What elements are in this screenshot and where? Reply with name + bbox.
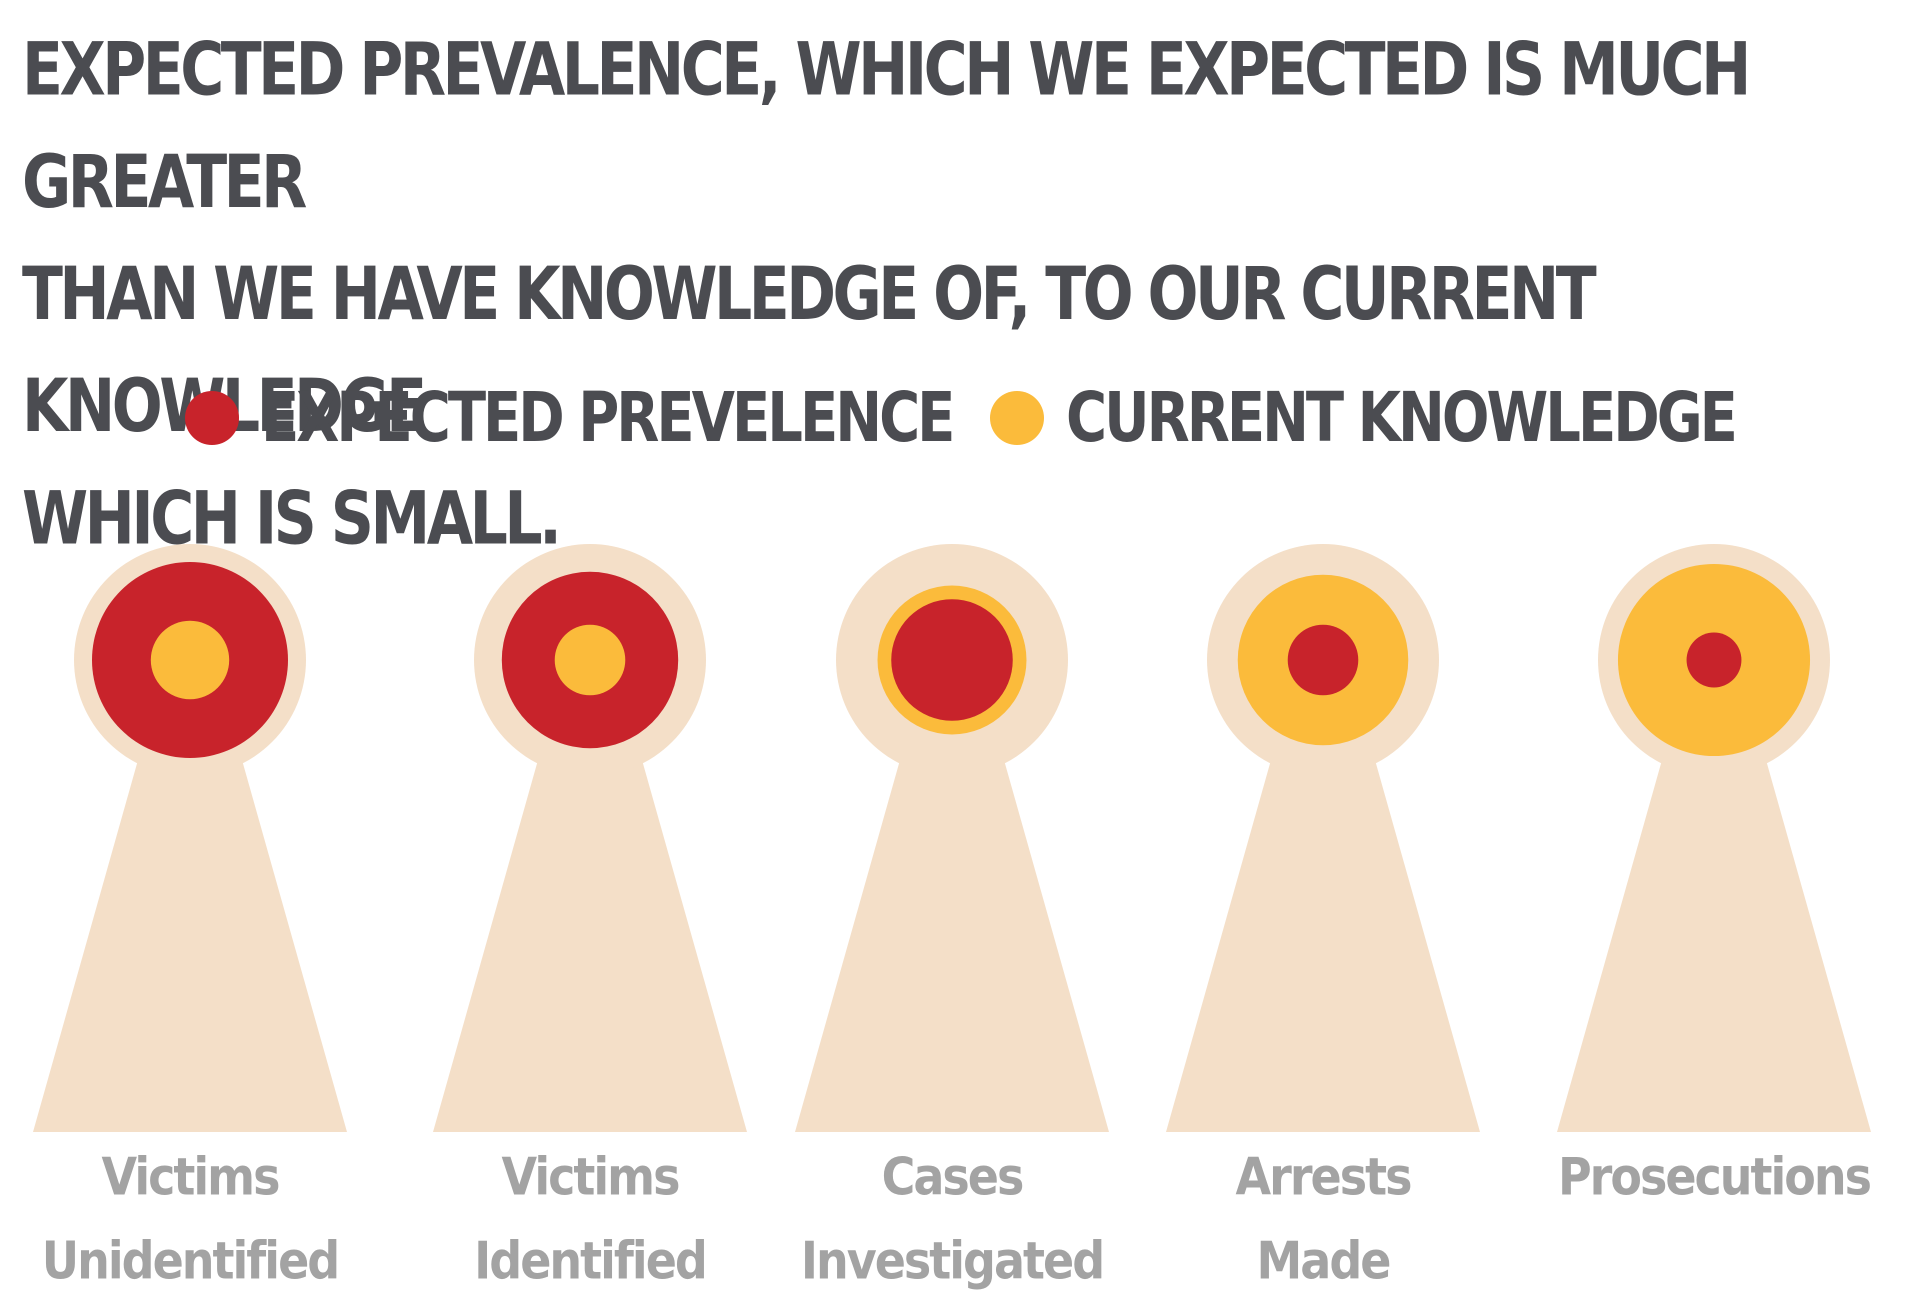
keyhole-prosecutions (1557, 544, 1871, 1132)
expected-dot-icon (185, 391, 239, 445)
headline-line-3: WHICH IS SMALL. (22, 476, 562, 562)
stage-label-victims-unidentified: Victims Unidentified (41, 1146, 340, 1291)
keyhole-body (433, 760, 747, 1132)
keyhole-body (1166, 760, 1480, 1132)
keyhole-arrests-made (1166, 544, 1480, 1132)
keyhole-cases-investigated (795, 544, 1109, 1132)
expected-circle (1686, 632, 1742, 688)
keyhole-body (1557, 760, 1871, 1132)
current-dot-icon (990, 391, 1044, 445)
stage-label-prosecutions: Prosecutions (1557, 1146, 1872, 1207)
current-circle (150, 620, 230, 700)
keyhole-victims-identified (433, 544, 747, 1132)
keyhole-body (795, 760, 1109, 1132)
current-circle (554, 624, 626, 696)
headline: EXPECTED PREVALENCE, WHICH WE EXPECTED I… (22, 14, 1902, 575)
legend-item-current: CURRENT KNOWLEDGE (990, 378, 1738, 458)
stage-label-cases-investigated: Cases Investigated (800, 1146, 1105, 1291)
stage-label-victims-identified: Victims Identified (474, 1146, 708, 1291)
expected-circle (1287, 624, 1359, 696)
legend-label-expected: EXPECTED PREVELENCE (261, 378, 955, 458)
legend-label-current: CURRENT KNOWLEDGE (1066, 378, 1738, 458)
legend-item-expected: EXPECTED PREVELENCE (185, 378, 955, 458)
keyhole-body (33, 760, 347, 1132)
keyhole-victims-unidentified (33, 544, 347, 1132)
stage-label-arrests-made: Arrests Made (1235, 1146, 1413, 1291)
keyhole-diagram (33, 544, 1871, 1132)
expected-circle (891, 599, 1013, 721)
headline-line-1: EXPECTED PREVALENCE, WHICH WE EXPECTED I… (22, 27, 1751, 226)
